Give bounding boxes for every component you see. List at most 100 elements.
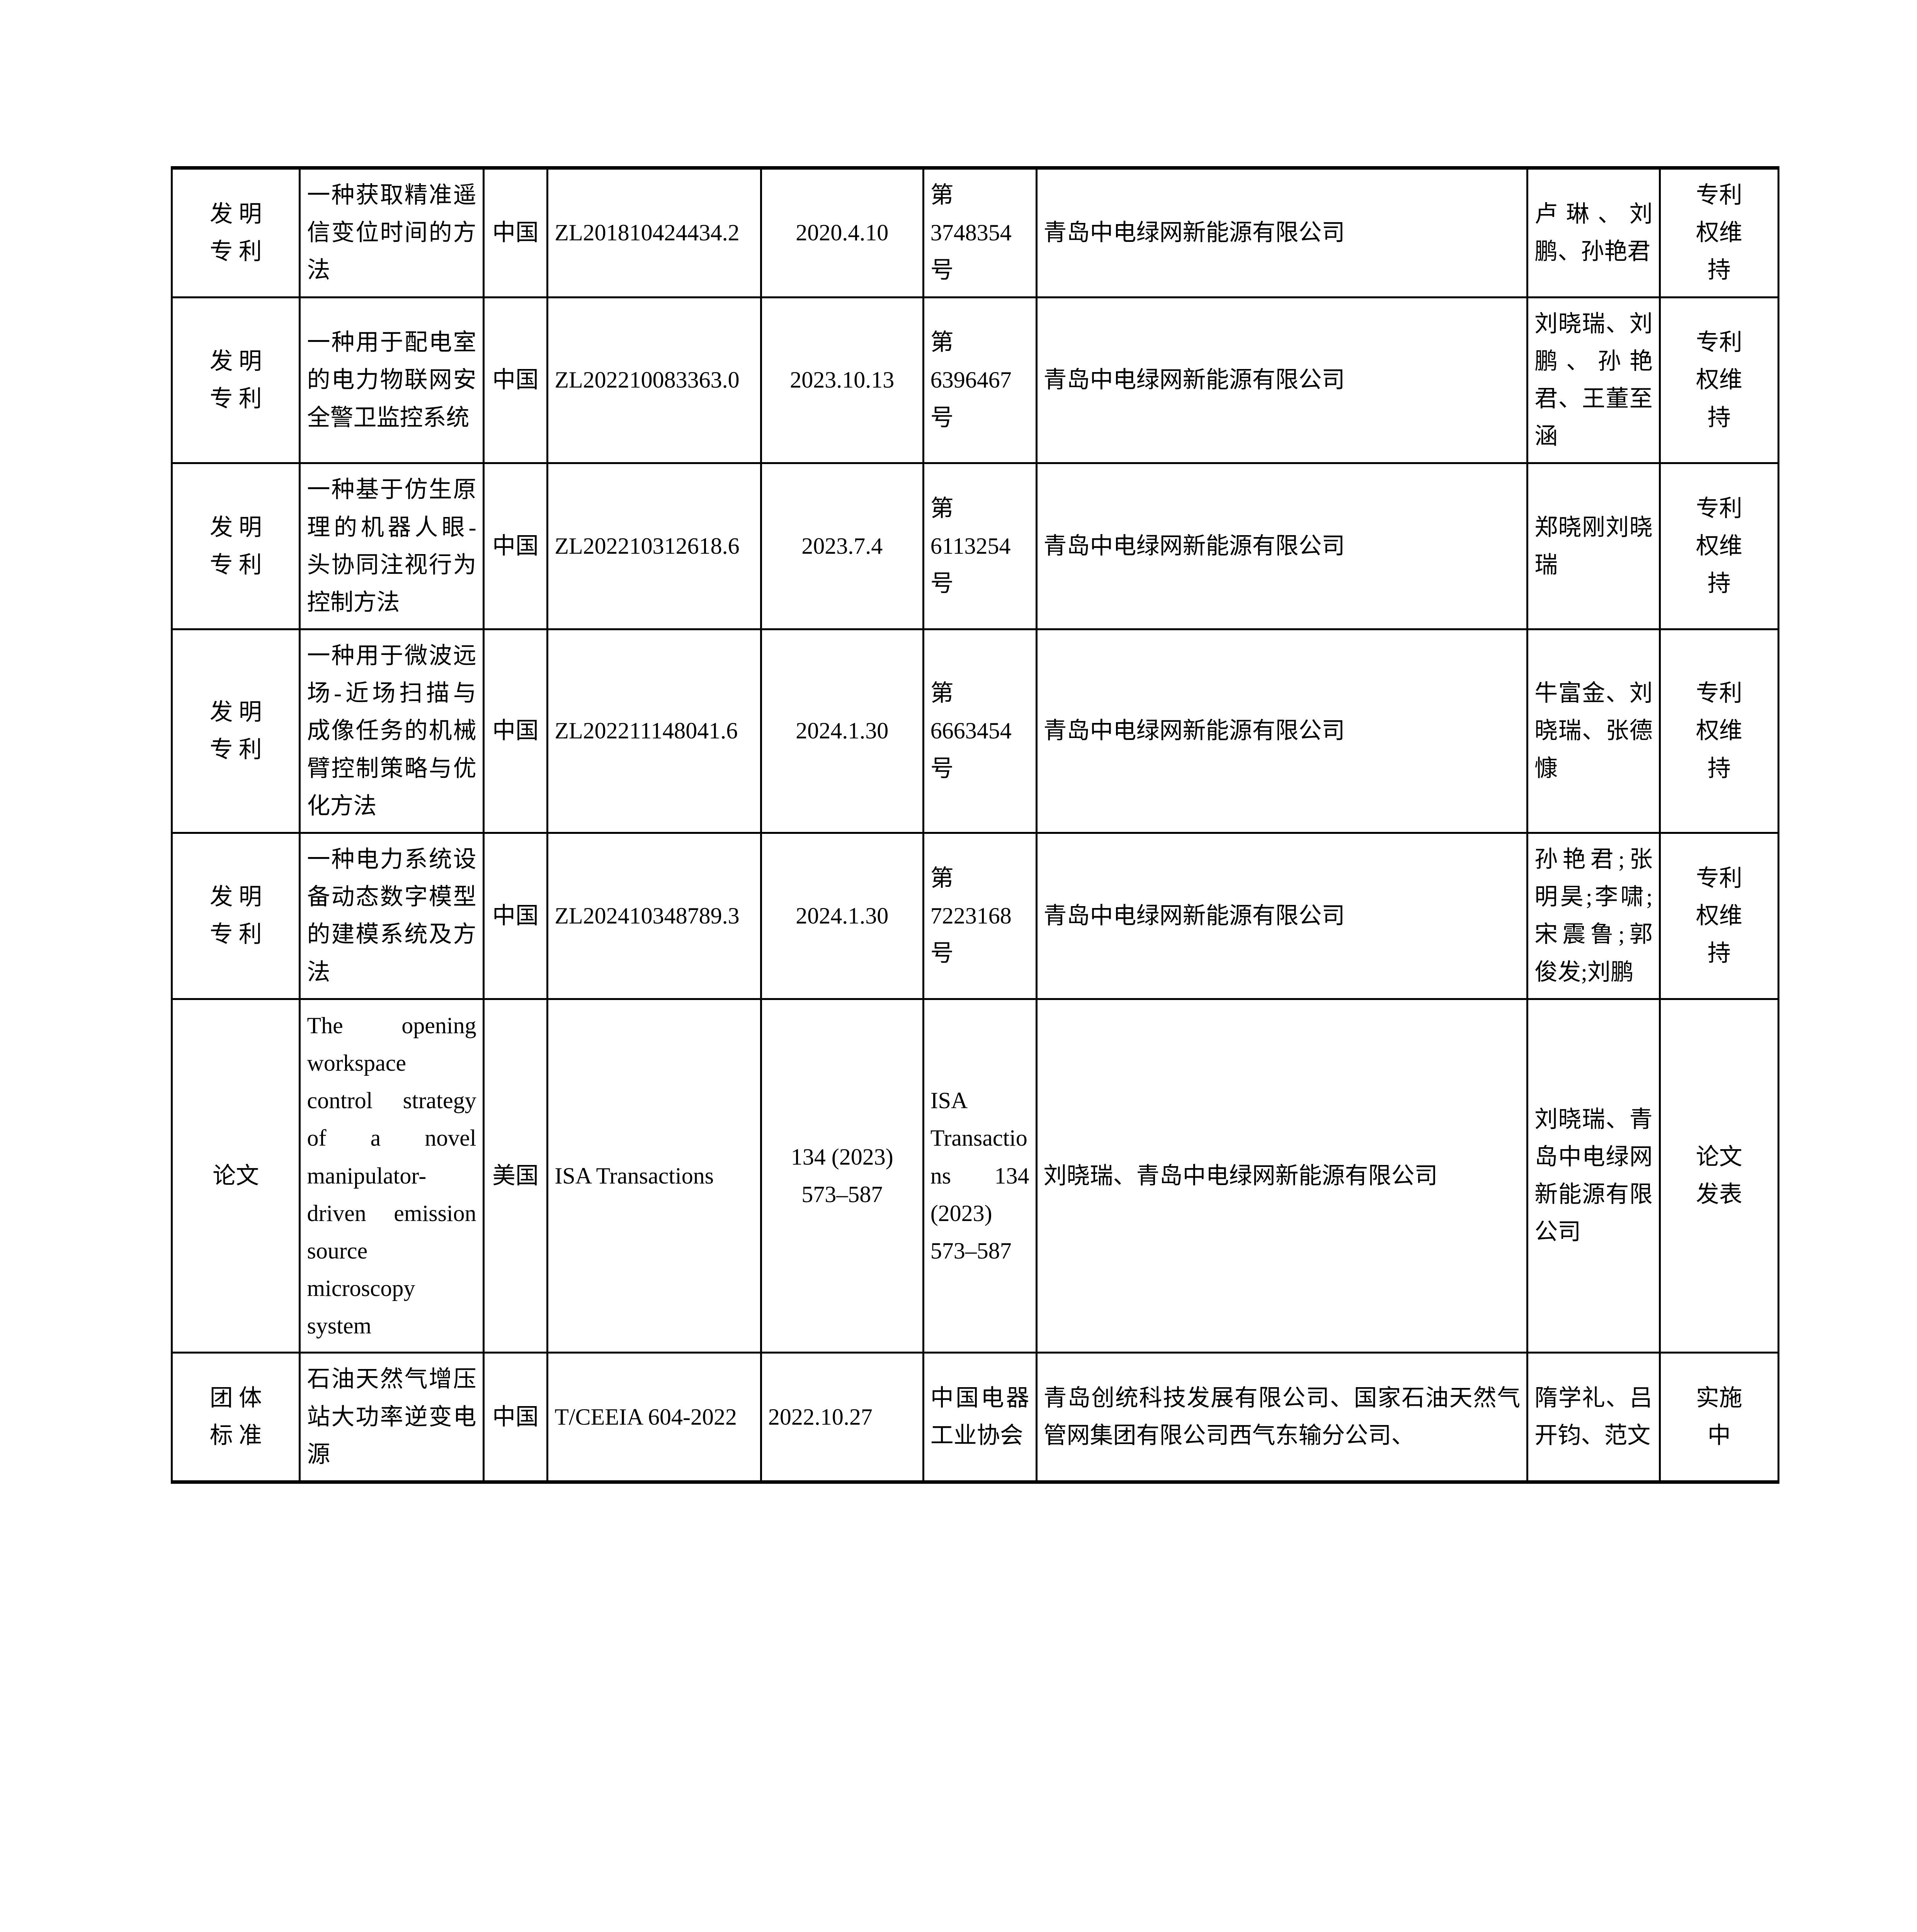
- status-line-2: 权维: [1696, 220, 1742, 246]
- cell-name: 一种用于配电室的电力物联网安全警卫监控系统: [299, 296, 485, 464]
- status-line-1: 专利: [1696, 495, 1742, 521]
- type-line-2: 专 利: [209, 922, 262, 947]
- type-line-2: 专 利: [209, 552, 262, 578]
- type-line-1: 发 明: [209, 514, 262, 540]
- cell-certificate: 第6113254号: [922, 462, 1038, 631]
- cell-country: 美国: [482, 998, 549, 1354]
- status-line-2: 中: [1707, 1423, 1731, 1449]
- status-line-1: 论文: [1696, 1144, 1742, 1170]
- status-line-1: 专利: [1696, 680, 1742, 706]
- status-line-3: 持: [1707, 755, 1731, 781]
- cell-type: 团 体 标 准: [170, 1352, 301, 1483]
- cell-country: 中国: [482, 296, 549, 464]
- cell-type: 发 明 专 利: [170, 462, 301, 631]
- cell-country: 中国: [482, 628, 549, 834]
- cell-number: ZL202410348789.3: [546, 832, 762, 1000]
- cell-name: 一种基于仿生原理的机器人眼-头协同注视行为控制方法: [299, 462, 485, 631]
- cell-date: 2023.10.13: [760, 296, 924, 464]
- cell-people: 牛富金、刘晓瑞、张德慷: [1526, 628, 1661, 834]
- table-row: 发 明 专 利 一种用于配电室的电力物联网安全警卫监控系统 中国 ZL20221…: [170, 296, 1780, 464]
- cell-date: 2024.1.30: [760, 628, 924, 834]
- status-line-3: 持: [1707, 571, 1731, 597]
- cell-certificate: 中国电器工业协会: [922, 1352, 1038, 1483]
- cell-certificate: 第6396467号: [922, 296, 1038, 464]
- cell-people: 孙艳君;张明昊;李啸;宋震鲁;郭俊发;刘鹏: [1526, 832, 1661, 1000]
- table-row: 发 明 专 利 一种基于仿生原理的机器人眼-头协同注视行为控制方法 中国 ZL2…: [170, 462, 1780, 631]
- cell-date: 2023.7.4: [760, 462, 924, 631]
- type-line-2: 专 利: [209, 386, 262, 412]
- cell-country: 中国: [482, 832, 549, 1000]
- cell-owner: 青岛创统科技发展有限公司、国家石油天然气管网集团有限公司西气东输分公司、: [1035, 1352, 1529, 1483]
- status-line-2: 权维: [1696, 718, 1742, 744]
- cell-number: ZL201810424434.2: [546, 167, 762, 298]
- cell-owner: 青岛中电绿网新能源有限公司: [1035, 462, 1529, 631]
- cell-date: 2024.1.30: [760, 832, 924, 1000]
- cell-date: 2022.10.27: [760, 1352, 924, 1483]
- cell-status: 实施 中: [1658, 1352, 1780, 1483]
- cell-country: 中国: [482, 167, 549, 298]
- cell-status: 专利 权维 持: [1658, 628, 1780, 834]
- type-line-2: 专 利: [209, 238, 262, 264]
- cell-certificate: 第3748354号: [922, 167, 1038, 298]
- status-line-1: 专利: [1696, 865, 1742, 891]
- type-line-1: 发 明: [209, 201, 262, 227]
- cell-number: ZL202211148041.6: [546, 628, 762, 834]
- cell-type: 发 明 专 利: [170, 628, 301, 834]
- type-line-1: 团 体: [209, 1385, 262, 1411]
- type-line-1: 发 明: [209, 884, 262, 910]
- cell-date: 134 (2023) 573–587: [760, 998, 924, 1354]
- table-row: 发 明 专 利 一种电力系统设备动态数字模型的建模系统及方法 中国 ZL2024…: [170, 832, 1780, 1000]
- cell-status: 专利 权维 持: [1658, 462, 1780, 631]
- status-line-1: 专利: [1696, 182, 1742, 208]
- cell-number: ISA Transactions: [546, 998, 762, 1354]
- cell-people: 刘晓瑞、青岛中电绿网新能源有限公司: [1526, 998, 1661, 1354]
- type-line-1: 发 明: [209, 699, 262, 725]
- cell-status: 专利 权维 持: [1658, 167, 1780, 298]
- status-line-3: 持: [1707, 940, 1731, 966]
- achievements-table: 发 明 专 利 一种获取精准遥信变位时间的方法 中国 ZL20181042443…: [170, 166, 1780, 1484]
- cell-number: ZL202210083363.0: [546, 296, 762, 464]
- table-row: 团 体 标 准 石油天然气增压站大功率逆变电源 中国 T/CEEIA 604-2…: [170, 1352, 1780, 1483]
- type-line-1: 发 明: [209, 348, 262, 374]
- cell-people: 刘晓瑞、刘鹏、孙艳君、王董至涵: [1526, 296, 1661, 464]
- cell-owner: 青岛中电绿网新能源有限公司: [1035, 832, 1529, 1000]
- cell-name: 一种用于微波远场-近场扫描与成像任务的机械臂控制策略与优化方法: [299, 628, 485, 834]
- cell-name: The opening workspace control strategy o…: [299, 998, 485, 1354]
- cell-name: 石油天然气增压站大功率逆变电源: [299, 1352, 485, 1483]
- cell-country: 中国: [482, 462, 549, 631]
- achievements-table-container: 发 明 专 利 一种获取精准遥信变位时间的方法 中国 ZL20181042443…: [170, 166, 1780, 1484]
- achievements-table-body: 发 明 专 利 一种获取精准遥信变位时间的方法 中国 ZL20181042443…: [170, 167, 1780, 1483]
- cell-certificate: 第6663454号: [922, 628, 1038, 834]
- type-line-1: 论文: [213, 1163, 259, 1189]
- cell-owner: 青岛中电绿网新能源有限公司: [1035, 628, 1529, 834]
- cell-type: 发 明 专 利: [170, 296, 301, 464]
- cell-number: T/CEEIA 604-2022: [546, 1352, 762, 1483]
- status-line-2: 权维: [1696, 903, 1742, 929]
- cell-date: 2020.4.10: [760, 167, 924, 298]
- cell-country: 中国: [482, 1352, 549, 1483]
- cell-name: 一种获取精准遥信变位时间的方法: [299, 167, 485, 298]
- status-line-2: 权维: [1696, 367, 1742, 393]
- cell-people: 隋学礼、吕开钧、范文: [1526, 1352, 1661, 1483]
- cell-type: 论文: [170, 998, 301, 1354]
- type-line-2: 标 准: [209, 1423, 262, 1449]
- cell-number: ZL202210312618.6: [546, 462, 762, 631]
- type-line-2: 专 利: [209, 737, 262, 763]
- status-line-3: 持: [1707, 405, 1731, 430]
- cell-type: 发 明 专 利: [170, 832, 301, 1000]
- status-line-1: 专利: [1696, 330, 1742, 355]
- table-row: 发 明 专 利 一种获取精准遥信变位时间的方法 中国 ZL20181042443…: [170, 167, 1780, 298]
- cell-name: 一种电力系统设备动态数字模型的建模系统及方法: [299, 832, 485, 1000]
- status-line-3: 持: [1707, 257, 1731, 283]
- cell-status: 专利 权维 持: [1658, 296, 1780, 464]
- cell-owner: 青岛中电绿网新能源有限公司: [1035, 296, 1529, 464]
- cell-owner: 刘晓瑞、青岛中电绿网新能源有限公司: [1035, 998, 1529, 1354]
- cell-people: 卢琳、刘鹏、孙艳君: [1526, 167, 1661, 298]
- cell-status: 论文 发表: [1658, 998, 1780, 1354]
- cell-owner: 青岛中电绿网新能源有限公司: [1035, 167, 1529, 298]
- cell-certificate: ISA Transactions 134 (2023) 573–587: [922, 998, 1038, 1354]
- cell-people: 郑晓刚刘晓瑞: [1526, 462, 1661, 631]
- cell-certificate: 第7223168号: [922, 832, 1038, 1000]
- cell-status: 专利 权维 持: [1658, 832, 1780, 1000]
